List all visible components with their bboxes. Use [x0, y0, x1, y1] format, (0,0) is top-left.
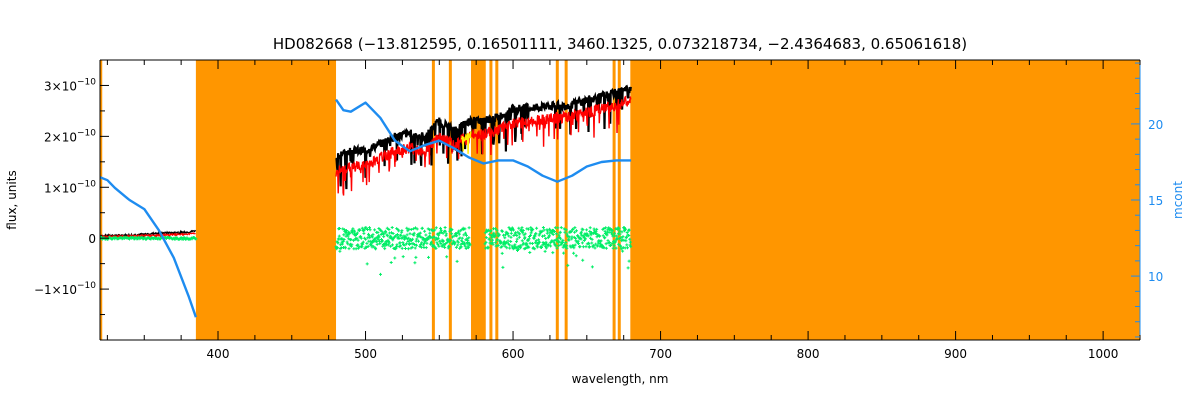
- y-axis-label: flux, units: [5, 170, 19, 229]
- mask-band: [471, 60, 486, 340]
- model-spectrum: [100, 231, 196, 240]
- residual-points: [334, 226, 472, 276]
- x-tick-label: 600: [502, 347, 525, 361]
- mcont-line: [335, 98, 632, 183]
- y-tick-label: −1×10−10: [34, 281, 96, 297]
- y-right-tick-label: 20: [1148, 118, 1163, 132]
- x-tick-label: 1000: [1088, 347, 1119, 361]
- x-tick-label: 800: [797, 347, 820, 361]
- x-axis-label: wavelength, nm: [572, 372, 669, 386]
- residual-points: [483, 226, 633, 270]
- observed-spectrum: [100, 229, 197, 240]
- y-tick-label: 3×10−10: [44, 77, 96, 93]
- mask-regions: [100, 60, 1140, 340]
- series: [100, 84, 633, 318]
- mask-band: [195, 60, 337, 340]
- observed-spectrum: [335, 84, 632, 190]
- y-tick-label: 1×10−10: [44, 179, 96, 195]
- x-tick-label: 700: [649, 347, 672, 361]
- highlight-spectrum: [460, 131, 472, 154]
- x-tick-label: 500: [354, 347, 377, 361]
- chart-title: HD082668 (−13.812595, 0.16501111, 3460.1…: [273, 35, 967, 53]
- y-tick-label: 2×10−10: [44, 128, 96, 144]
- axes: 400 500 600 700 800 900 1000 −1×10−10 0 1×10−10 2×…: [34, 59, 1163, 361]
- residual-points: [100, 235, 198, 241]
- x-tick-label: 400: [207, 347, 230, 361]
- model-spectrum: [335, 95, 632, 196]
- x-tick-label: 900: [944, 347, 967, 361]
- y-right-tick-label: 10: [1148, 270, 1163, 284]
- y-tick-label: 0: [88, 232, 96, 246]
- mask-band: [630, 60, 1140, 340]
- y-right-tick-label: 15: [1148, 194, 1163, 208]
- y-right-axis-label: mcont: [1171, 181, 1185, 219]
- mcont-line: [100, 176, 198, 318]
